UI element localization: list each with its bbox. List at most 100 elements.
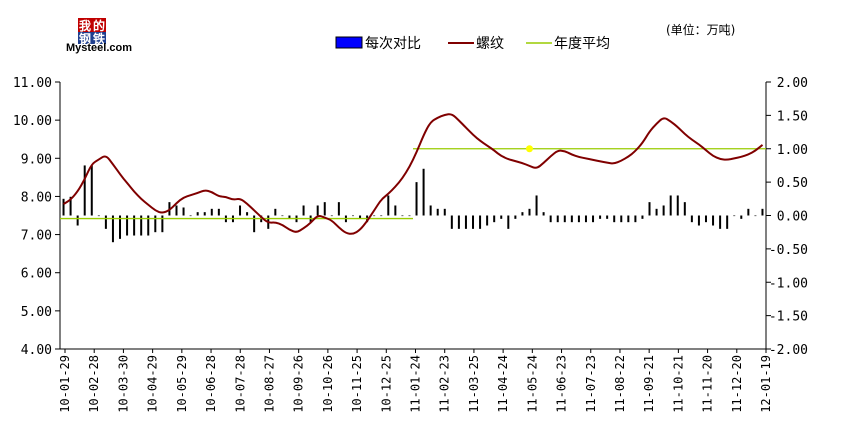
diff-bar (690, 215, 693, 223)
diff-bar (316, 205, 319, 216)
y-right-tick-label: 0.00 (777, 210, 808, 225)
diff-bar (69, 196, 72, 216)
diff-bar (556, 215, 559, 223)
diff-bar (704, 215, 707, 223)
diff-bar (253, 215, 256, 233)
diff-bar (542, 212, 545, 216)
diff-bar (535, 195, 538, 216)
legend-swatch-diff (335, 36, 363, 49)
annual-average-lines (60, 148, 766, 220)
diff-bar (140, 215, 143, 236)
diff-bar (203, 212, 206, 216)
diff-bar (613, 215, 616, 223)
logo-char: 的 (93, 18, 105, 33)
diff-bar (62, 198, 65, 216)
diff-bar (634, 215, 637, 223)
logo-char: 铁 (93, 31, 105, 46)
diff-bar (76, 215, 79, 226)
diff-bars (62, 165, 764, 243)
diff-bar (83, 165, 86, 216)
diff-bar (104, 215, 107, 229)
diff-bar (577, 215, 580, 223)
diff-bar (436, 208, 439, 216)
x-tick-label: 10-05-29 (175, 355, 189, 413)
diff-bar (493, 215, 496, 223)
x-tick-label: 10-03-30 (116, 355, 130, 413)
x-tick-label: 11-12-20 (730, 355, 744, 413)
diff-bar (514, 215, 517, 219)
mysteel-logo: 我 的 钢 铁 Mysteel.com (66, 18, 132, 54)
diff-bar (147, 215, 150, 236)
x-tick-label: 11-09-21 (642, 355, 656, 413)
x-tick-label: 11-10-21 (671, 355, 685, 413)
x-tick-label: 10-01-29 (58, 355, 72, 413)
diff-bar (288, 215, 291, 219)
diff-bar (281, 215, 284, 217)
diff-bar (330, 215, 333, 217)
diff-bar (662, 205, 665, 216)
y-left-tick-label: 5.00 (21, 305, 52, 320)
x-tick-label: 10-11-25 (350, 355, 364, 413)
x-tick-label: 10-02-28 (87, 355, 101, 413)
diff-bar (599, 215, 602, 219)
x-tick-label: 10-12-25 (379, 355, 393, 413)
x-tick-label: 10-07-28 (233, 355, 247, 413)
x-ticks: 10-01-29 10-02-28 10-03-30 10-04-29 10-05-29… (58, 349, 773, 413)
diff-bar (584, 215, 587, 223)
diff-bar (175, 205, 178, 216)
x-tick-label: 11-05-24 (525, 355, 539, 413)
diff-bar (761, 208, 764, 216)
diff-bar (196, 212, 199, 216)
diff-bar (464, 215, 467, 229)
y-left-tick-label: 7.00 (21, 229, 52, 244)
x-tick-label: 11-07-23 (584, 355, 598, 413)
diff-bar (676, 195, 679, 216)
y-right-tick-label: -0.50 (769, 243, 808, 258)
y-right-ticks: -2.00 -1.50 -1.00 -0.50 0.00 0.50 1.00 1.50 2.00 (766, 76, 808, 358)
y-left-tick-label: 9.00 (21, 152, 52, 167)
y-right-tick-label: -1.50 (769, 310, 808, 325)
x-tick-label: 10-06-28 (204, 355, 218, 413)
y-right-tick-label: 1.00 (777, 143, 808, 158)
diff-bar (161, 215, 164, 233)
diff-bar (683, 202, 686, 216)
diff-bar (133, 215, 136, 236)
x-tick-label: 11-11-20 (701, 355, 715, 413)
diff-bar (479, 215, 482, 229)
diff-bar (486, 215, 489, 226)
diff-bar (712, 215, 715, 226)
diff-bar (119, 215, 122, 239)
diff-bar (733, 215, 736, 217)
diff-bar (394, 205, 397, 216)
logo-block (78, 18, 92, 32)
rebar-line (62, 113, 764, 235)
diff-bar (500, 215, 503, 219)
y-left-ticks: 4.00 5.00 6.00 7.00 8.00 9.00 10.00 11.00 (13, 76, 60, 358)
diff-bar (337, 202, 340, 216)
diff-bar (217, 208, 220, 216)
diff-bar (408, 215, 411, 217)
diff-bar (351, 215, 354, 217)
logo-block (78, 32, 92, 44)
diff-bar (302, 205, 305, 216)
diff-bar (154, 215, 157, 233)
diff-bar (359, 215, 362, 219)
diff-bar (472, 215, 475, 229)
x-tick-label: 11-02-23 (438, 355, 452, 413)
diff-bar (387, 195, 390, 216)
x-tick-label: 11-08-22 (613, 355, 627, 413)
y-right-tick-label: 2.00 (777, 76, 808, 91)
rebar-line-layer (62, 113, 764, 235)
y-right-tick-label: -2.00 (769, 343, 808, 358)
diff-bar (239, 205, 242, 216)
x-tick-label: 10-08-27 (262, 355, 276, 413)
y-left-tick-label: 6.00 (21, 267, 52, 282)
y-right-tick-label: -1.00 (769, 276, 808, 291)
diff-bar (182, 207, 185, 216)
y-left-tick-label: 11.00 (13, 76, 52, 91)
diff-bar (521, 212, 524, 216)
diff-bar (189, 215, 192, 217)
diff-bar (655, 208, 658, 216)
highlight-layer (525, 145, 533, 153)
logo-char: 钢 (79, 31, 91, 46)
